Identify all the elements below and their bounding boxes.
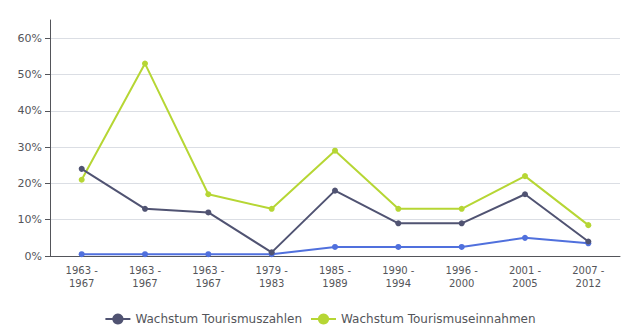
svg-text:40%: 40% bbox=[18, 104, 42, 117]
svg-text:1985 -: 1985 - bbox=[319, 265, 352, 276]
svg-text:50%: 50% bbox=[18, 68, 42, 81]
svg-text:60%: 60% bbox=[18, 32, 42, 45]
svg-text:2001 -: 2001 - bbox=[509, 265, 542, 276]
svg-text:2000: 2000 bbox=[449, 278, 474, 289]
svg-text:1979 -: 1979 - bbox=[256, 265, 289, 276]
svg-text:1983: 1983 bbox=[259, 278, 284, 289]
svg-text:2007 -: 2007 - bbox=[572, 265, 605, 276]
svg-text:1994: 1994 bbox=[386, 278, 411, 289]
svg-text:2005: 2005 bbox=[512, 278, 537, 289]
svg-text:1990 -: 1990 - bbox=[382, 265, 415, 276]
svg-text:1967: 1967 bbox=[69, 278, 94, 289]
svg-text:10%: 10% bbox=[18, 213, 42, 226]
svg-text:0%: 0% bbox=[25, 250, 42, 263]
svg-text:1967: 1967 bbox=[132, 278, 157, 289]
svg-text:Wachstum Tourismuszahlen: Wachstum Tourismuszahlen bbox=[135, 312, 302, 326]
svg-text:1967: 1967 bbox=[196, 278, 221, 289]
svg-text:Wachstum Tourismuseinnahmen: Wachstum Tourismuseinnahmen bbox=[341, 312, 536, 326]
svg-text:1989: 1989 bbox=[322, 278, 347, 289]
svg-text:1963 -: 1963 - bbox=[192, 265, 225, 276]
svg-text:2012: 2012 bbox=[576, 278, 601, 289]
svg-text:1963 -: 1963 - bbox=[129, 265, 162, 276]
svg-text:1996 -: 1996 - bbox=[446, 265, 479, 276]
svg-text:1963 -: 1963 - bbox=[66, 265, 99, 276]
svg-text:30%: 30% bbox=[18, 141, 42, 154]
svg-text:20%: 20% bbox=[18, 177, 42, 190]
